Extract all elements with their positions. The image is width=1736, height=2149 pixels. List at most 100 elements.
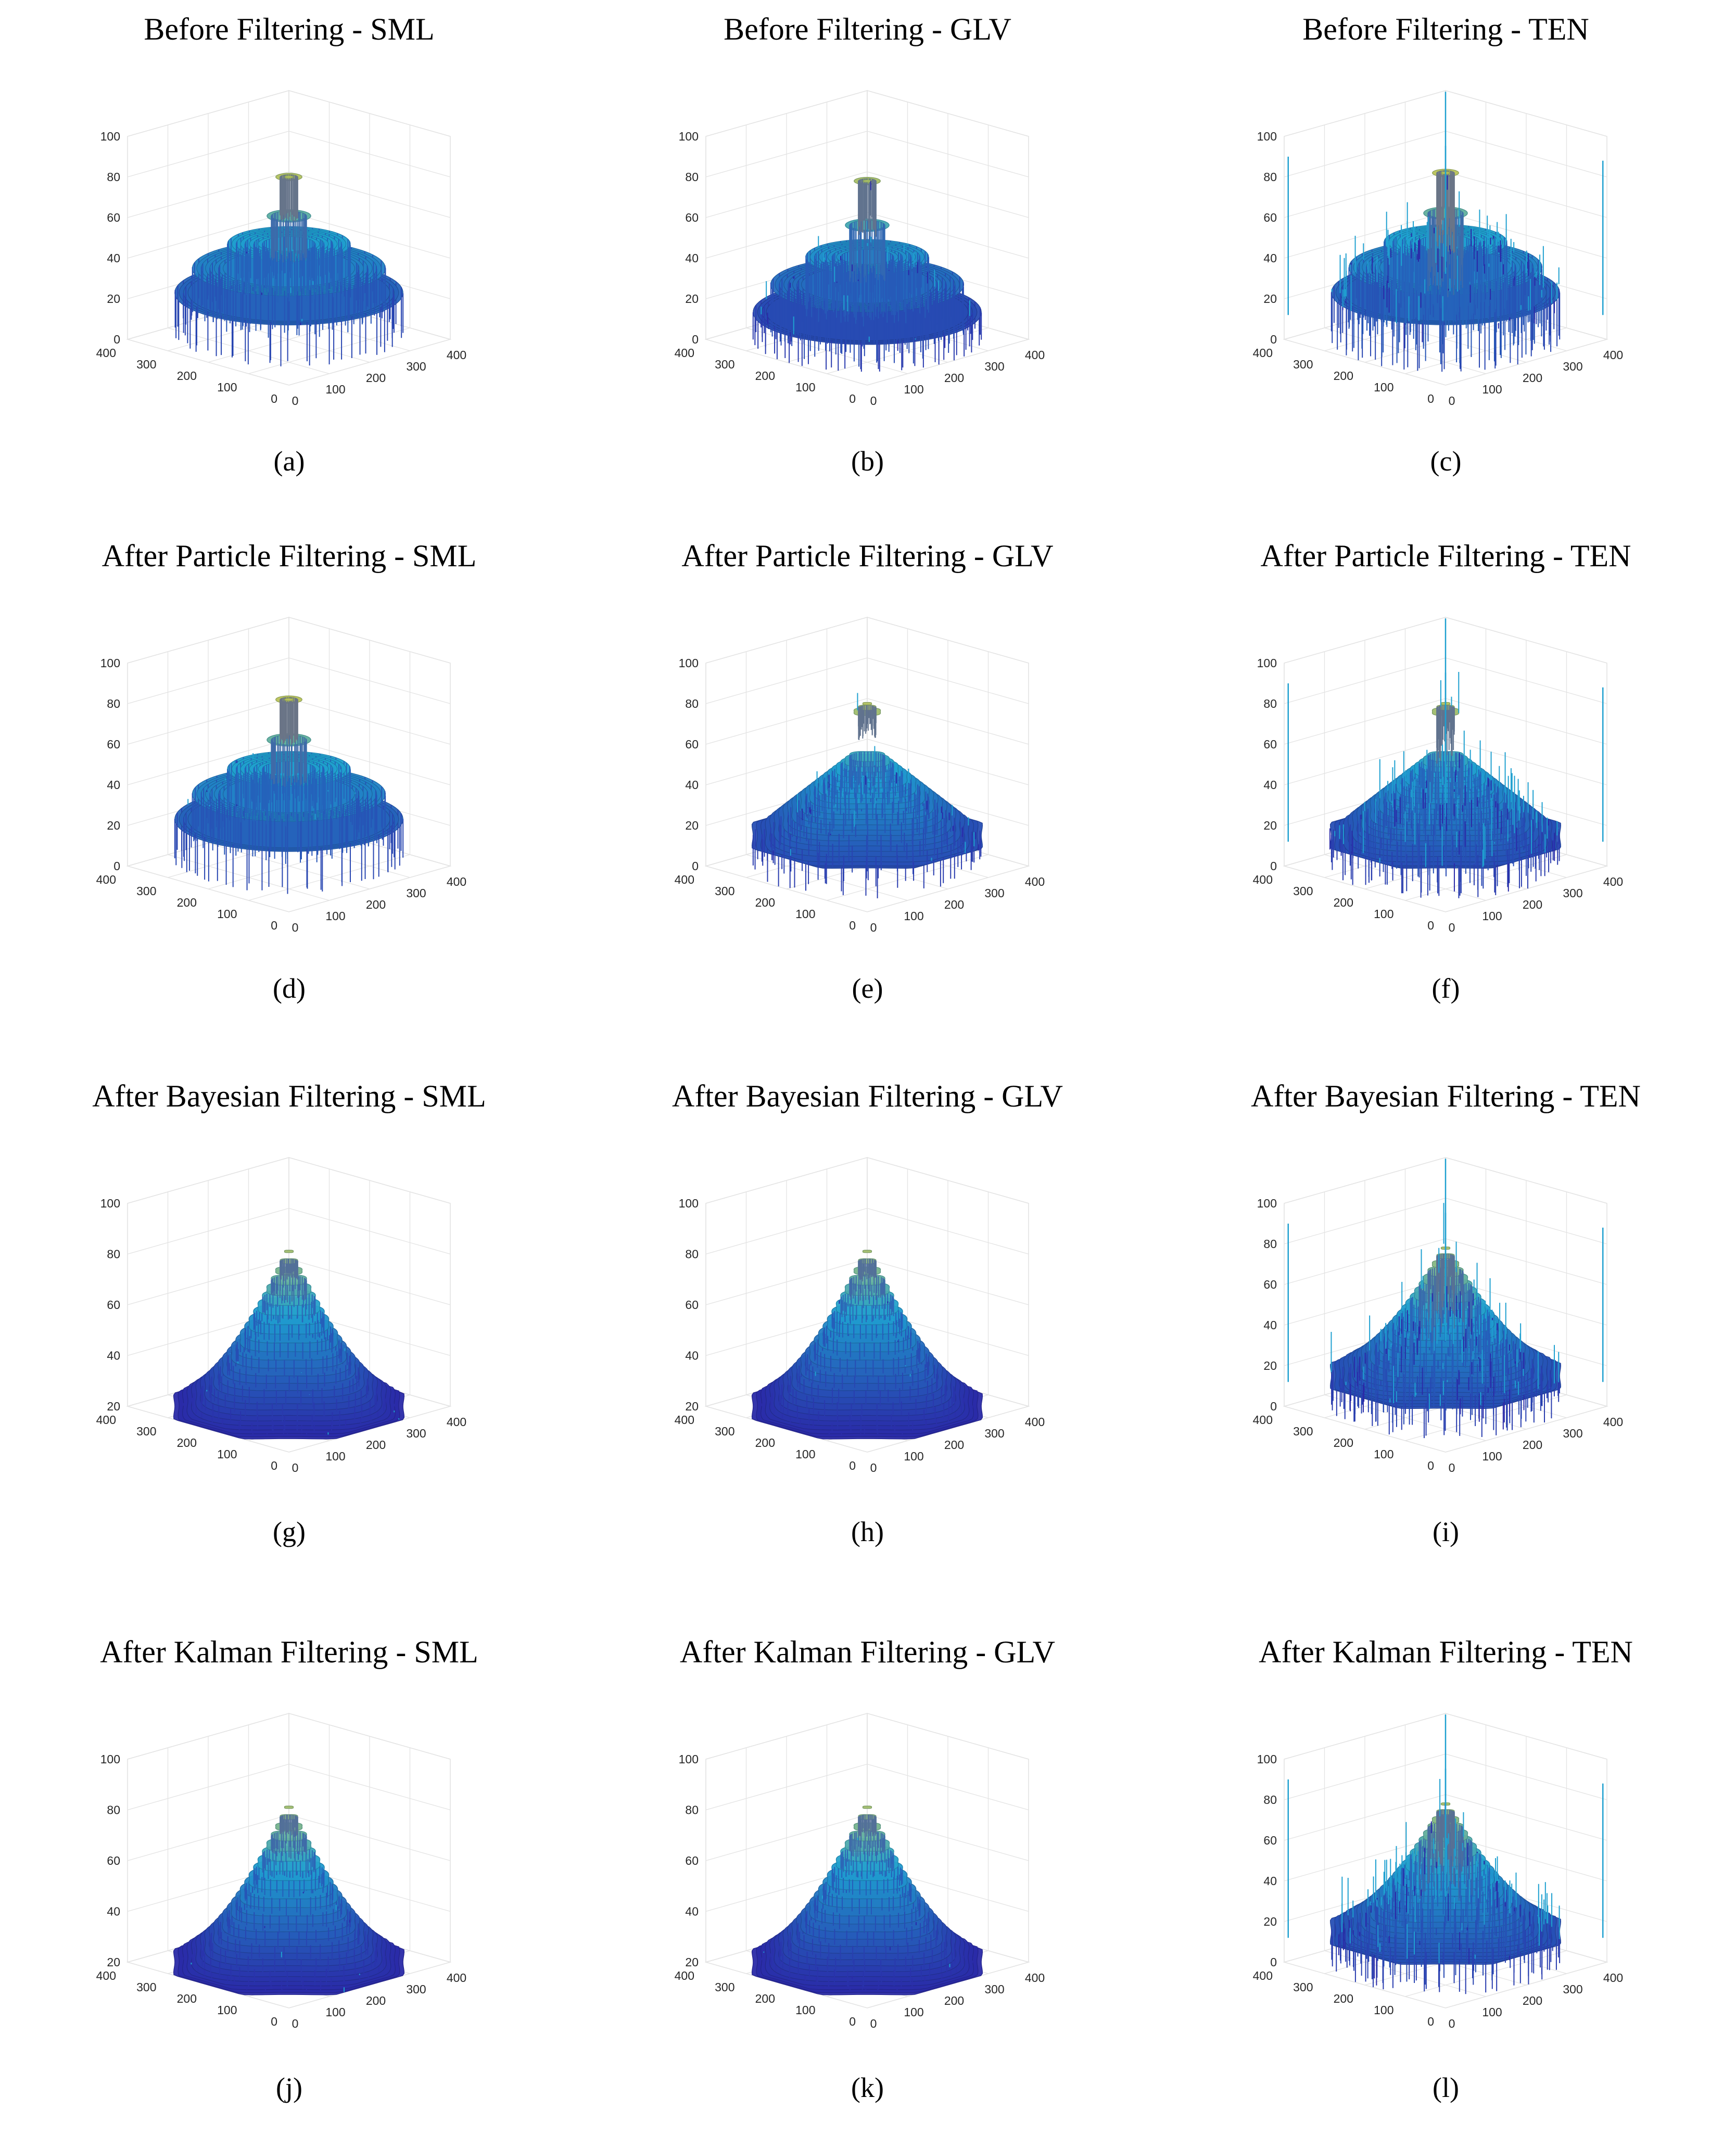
y-tick-label: 0 [271, 392, 277, 405]
z-tick-label: 20 [1263, 819, 1277, 832]
axis-ticks: 20 40 60 80 100 0 100 200 300 400 0 100 200 300 400 [675, 1197, 1045, 1474]
z-tick-label: 60 [685, 737, 699, 751]
z-tick-label: 0 [1270, 859, 1277, 873]
chart-panel: After Bayesian Filtering - SML 20 40 60 80 10… [0, 0, 578, 2149]
x-tick-label: 300 [1563, 360, 1582, 373]
chart-panel: Before Filtering - TEN 0 20 40 60 80 100 0 100 20… [1157, 0, 1735, 2149]
x-tick-label: 0 [870, 921, 877, 934]
x-tick-label: 300 [984, 1427, 1004, 1440]
z-tick-label: 40 [685, 1349, 699, 1363]
surface [1287, 618, 1604, 898]
chart-title: Before Filtering - TEN [1302, 12, 1589, 46]
chart-title: Before Filtering - SML [144, 12, 435, 46]
z-tick-label: 100 [1257, 656, 1277, 670]
z-tick-label: 60 [685, 211, 699, 224]
z-tick-label: 20 [1263, 292, 1277, 306]
y-tick-label: 0 [1427, 919, 1434, 932]
y-gridline [827, 652, 989, 901]
z-tick-label: 100 [100, 130, 120, 143]
surface [752, 177, 982, 372]
z-tick-label: 60 [1263, 737, 1277, 751]
z-tick-label: 80 [107, 697, 120, 710]
y-tick-label: 200 [1334, 896, 1353, 909]
z-tick-label: 100 [679, 1197, 699, 1210]
x-tick-label: 100 [325, 909, 345, 923]
y-tick-label: 100 [217, 380, 237, 394]
x-tick-label: 200 [944, 898, 964, 911]
surface [751, 693, 983, 898]
surface [174, 173, 404, 366]
x-tick-label: 400 [447, 1415, 466, 1429]
x-tick-label: 0 [1449, 921, 1455, 934]
y-tick-label: 400 [675, 1413, 694, 1427]
z-tick-label: 0 [692, 859, 699, 873]
z-tick-label: 0 [692, 333, 699, 346]
y-tick-label: 200 [1334, 369, 1353, 383]
y-tick-label: 100 [795, 1447, 815, 1461]
y-gridline [1445, 663, 1607, 912]
surface [173, 1250, 405, 1440]
y-tick-label: 300 [136, 1425, 156, 1438]
z-tick-label: 80 [685, 697, 699, 710]
y-tick-label: 300 [715, 884, 734, 898]
chart-caption: (a) [273, 446, 305, 477]
z-tick-label: 40 [1263, 251, 1277, 265]
y-tick-label: 400 [1253, 873, 1273, 886]
chart-caption: (b) [851, 446, 884, 477]
surface-ring [862, 179, 872, 183]
z-tick-label: 60 [1263, 211, 1277, 224]
x-tick-label: 200 [1523, 898, 1542, 911]
chart-title: Before Filtering - GLV [724, 12, 1011, 46]
y-tick-label: 400 [675, 873, 694, 886]
z-tick-label: 100 [100, 1197, 120, 1210]
y-tick-label: 100 [1374, 380, 1393, 394]
x-tick-label: 100 [904, 383, 923, 396]
chart-caption: (f) [1431, 973, 1460, 1004]
x-tick-label: 0 [870, 1461, 877, 1474]
z-tick-label: 40 [685, 251, 699, 265]
y-tick-label: 300 [715, 358, 734, 371]
z-tick-label: 20 [685, 1400, 699, 1413]
x-tick-label: 100 [904, 909, 923, 923]
surface-ring [862, 702, 872, 705]
z-tick-label: 0 [1270, 333, 1277, 346]
x-tick-label: 100 [1482, 383, 1502, 396]
z-tick-label: 60 [107, 211, 120, 224]
z-tick-label: 80 [1263, 170, 1277, 184]
y-gridline [867, 136, 1029, 386]
z-tick-label: 80 [685, 1248, 699, 1261]
x-tick-label: 400 [1025, 875, 1045, 888]
chart-caption: (g) [273, 1516, 306, 1547]
z-tick-label: 0 [113, 859, 120, 873]
z-tick-label: 40 [685, 778, 699, 792]
surface-ring [284, 1250, 294, 1253]
z-tick-label: 100 [679, 130, 699, 143]
y-tick-label: 300 [715, 1425, 734, 1438]
x-tick-label: 400 [447, 875, 466, 888]
x-tick-label: 0 [1449, 394, 1455, 408]
axis-ticks: 20 40 60 80 100 0 100 200 300 400 0 100 200 300 400 [96, 1197, 467, 1474]
z-tick-label: 20 [107, 819, 120, 832]
y-gridline [208, 113, 370, 363]
x-tick-label: 0 [292, 921, 299, 934]
y-gridline [288, 136, 451, 386]
chart-caption: (h) [851, 1516, 884, 1547]
x-tick-label: 300 [984, 886, 1004, 900]
y-tick-label: 100 [217, 1447, 237, 1461]
z-tick-label: 60 [685, 1298, 699, 1312]
y-gridline [1405, 125, 1567, 374]
y-gridline [288, 663, 451, 912]
y-tick-label: 300 [1293, 358, 1313, 371]
y-tick-label: 200 [177, 1436, 197, 1449]
z-tick-label: 40 [1263, 778, 1277, 792]
x-tick-label: 200 [366, 898, 386, 911]
surface-plot: 20 40 60 80 100 0 100 200 300 400 0 100 200 300 400 [675, 1157, 1045, 1474]
y-tick-label: 300 [136, 358, 156, 371]
surface-ring [862, 1250, 872, 1253]
chart-panel: Before Filtering - SML 0 20 40 60 80 100 0 100 20… [0, 0, 578, 2149]
